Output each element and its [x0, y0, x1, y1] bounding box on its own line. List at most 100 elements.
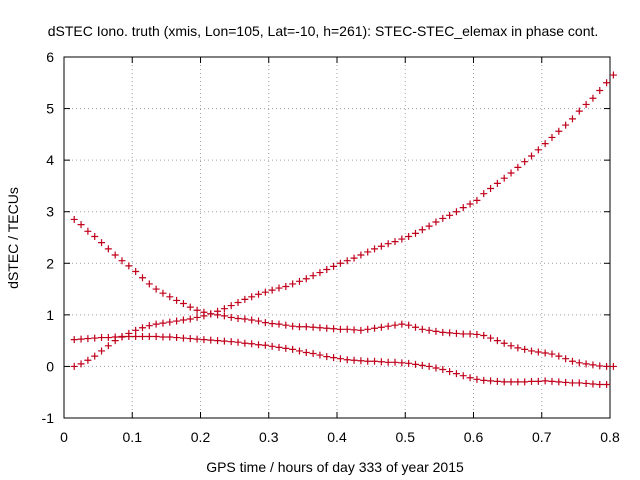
data-point: [364, 325, 372, 333]
data-point: [214, 337, 222, 345]
data-point: [261, 288, 269, 296]
data-point: [425, 222, 433, 230]
data-marks: [70, 71, 617, 388]
data-point: [596, 87, 604, 95]
data-point: [84, 335, 92, 343]
data-point: [289, 345, 297, 353]
data-point: [398, 235, 406, 243]
data-point: [261, 319, 269, 327]
data-point: [480, 376, 488, 384]
data-point: [609, 71, 617, 79]
data-point: [548, 133, 556, 141]
data-point: [582, 360, 590, 368]
data-point: [534, 377, 542, 385]
x-tick-label: 0.8: [600, 429, 620, 445]
data-point: [186, 303, 194, 311]
data-point: [411, 323, 419, 331]
data-point: [514, 163, 522, 171]
data-point: [179, 334, 187, 342]
data-point: [541, 349, 549, 357]
x-tick-label: 0.2: [191, 429, 211, 445]
data-point: [425, 326, 433, 334]
data-point: [384, 322, 392, 330]
data-point: [562, 355, 570, 363]
data-point: [534, 146, 542, 154]
data-point: [132, 333, 140, 341]
data-point: [452, 370, 460, 378]
data-point: [521, 158, 529, 166]
data-point: [152, 333, 160, 341]
x-tick-label: 0.5: [396, 429, 416, 445]
data-point: [562, 378, 570, 386]
data-point: [541, 377, 549, 385]
data-point: [405, 321, 413, 329]
data-point: [255, 317, 263, 325]
data-point: [159, 319, 167, 327]
data-point: [255, 290, 263, 298]
data-point: [227, 338, 235, 346]
data-point: [364, 357, 372, 365]
data-point: [220, 305, 228, 313]
y-tick-label: 4: [46, 152, 54, 168]
data-point: [459, 330, 467, 338]
data-point: [418, 361, 426, 369]
data-point: [118, 257, 126, 265]
data-point: [418, 325, 426, 333]
y-tick-label: -1: [42, 410, 55, 426]
data-point: [84, 227, 92, 235]
y-tick-label: 0: [46, 358, 54, 374]
data-point: [207, 336, 215, 344]
data-point: [173, 334, 181, 342]
data-point: [70, 215, 78, 223]
data-point: [91, 334, 99, 342]
data-point: [384, 358, 392, 366]
data-point: [357, 357, 365, 365]
data-point: [227, 313, 235, 321]
data-point: [125, 333, 133, 341]
data-point: [200, 308, 208, 316]
data-point: [432, 327, 440, 335]
data-point: [500, 339, 508, 347]
data-point: [528, 377, 536, 385]
data-point: [268, 286, 276, 294]
data-point: [452, 208, 460, 216]
data-point: [466, 330, 474, 338]
axis-ticks: 0 0.1 0.2 0.3 0.4 0.5 0.6 0.7 0.8 -1 0 1 2 3 4 5 6: [42, 49, 620, 445]
data-point: [302, 349, 310, 357]
data-point: [193, 335, 201, 343]
data-point: [138, 274, 146, 282]
data-point: [200, 336, 208, 344]
data-point: [589, 94, 597, 102]
data-point: [507, 169, 515, 177]
data-point: [336, 259, 344, 267]
data-point: [473, 196, 481, 204]
data-point: [343, 356, 351, 364]
data-point: [371, 324, 379, 332]
data-point: [473, 330, 481, 338]
data-point: [70, 336, 78, 344]
data-point: [91, 352, 99, 360]
data-point: [411, 360, 419, 368]
data-point: [528, 152, 536, 160]
data-point: [220, 337, 228, 345]
x-tick-label: 0.1: [123, 429, 143, 445]
data-point: [528, 347, 536, 355]
data-point: [166, 293, 174, 301]
data-point: [316, 351, 324, 359]
data-point: [98, 239, 106, 247]
data-point: [241, 295, 249, 303]
data-point: [350, 254, 358, 262]
data-point: [596, 380, 604, 388]
data-point: [391, 238, 399, 246]
data-point: [234, 314, 242, 322]
data-point: [159, 333, 167, 341]
data-point: [118, 333, 126, 341]
data-point: [452, 329, 460, 337]
data-point: [446, 368, 454, 376]
y-tick-label: 2: [46, 255, 54, 271]
data-point: [248, 316, 256, 324]
data-point: [500, 174, 508, 182]
data-point: [145, 333, 153, 341]
data-point: [330, 354, 338, 362]
